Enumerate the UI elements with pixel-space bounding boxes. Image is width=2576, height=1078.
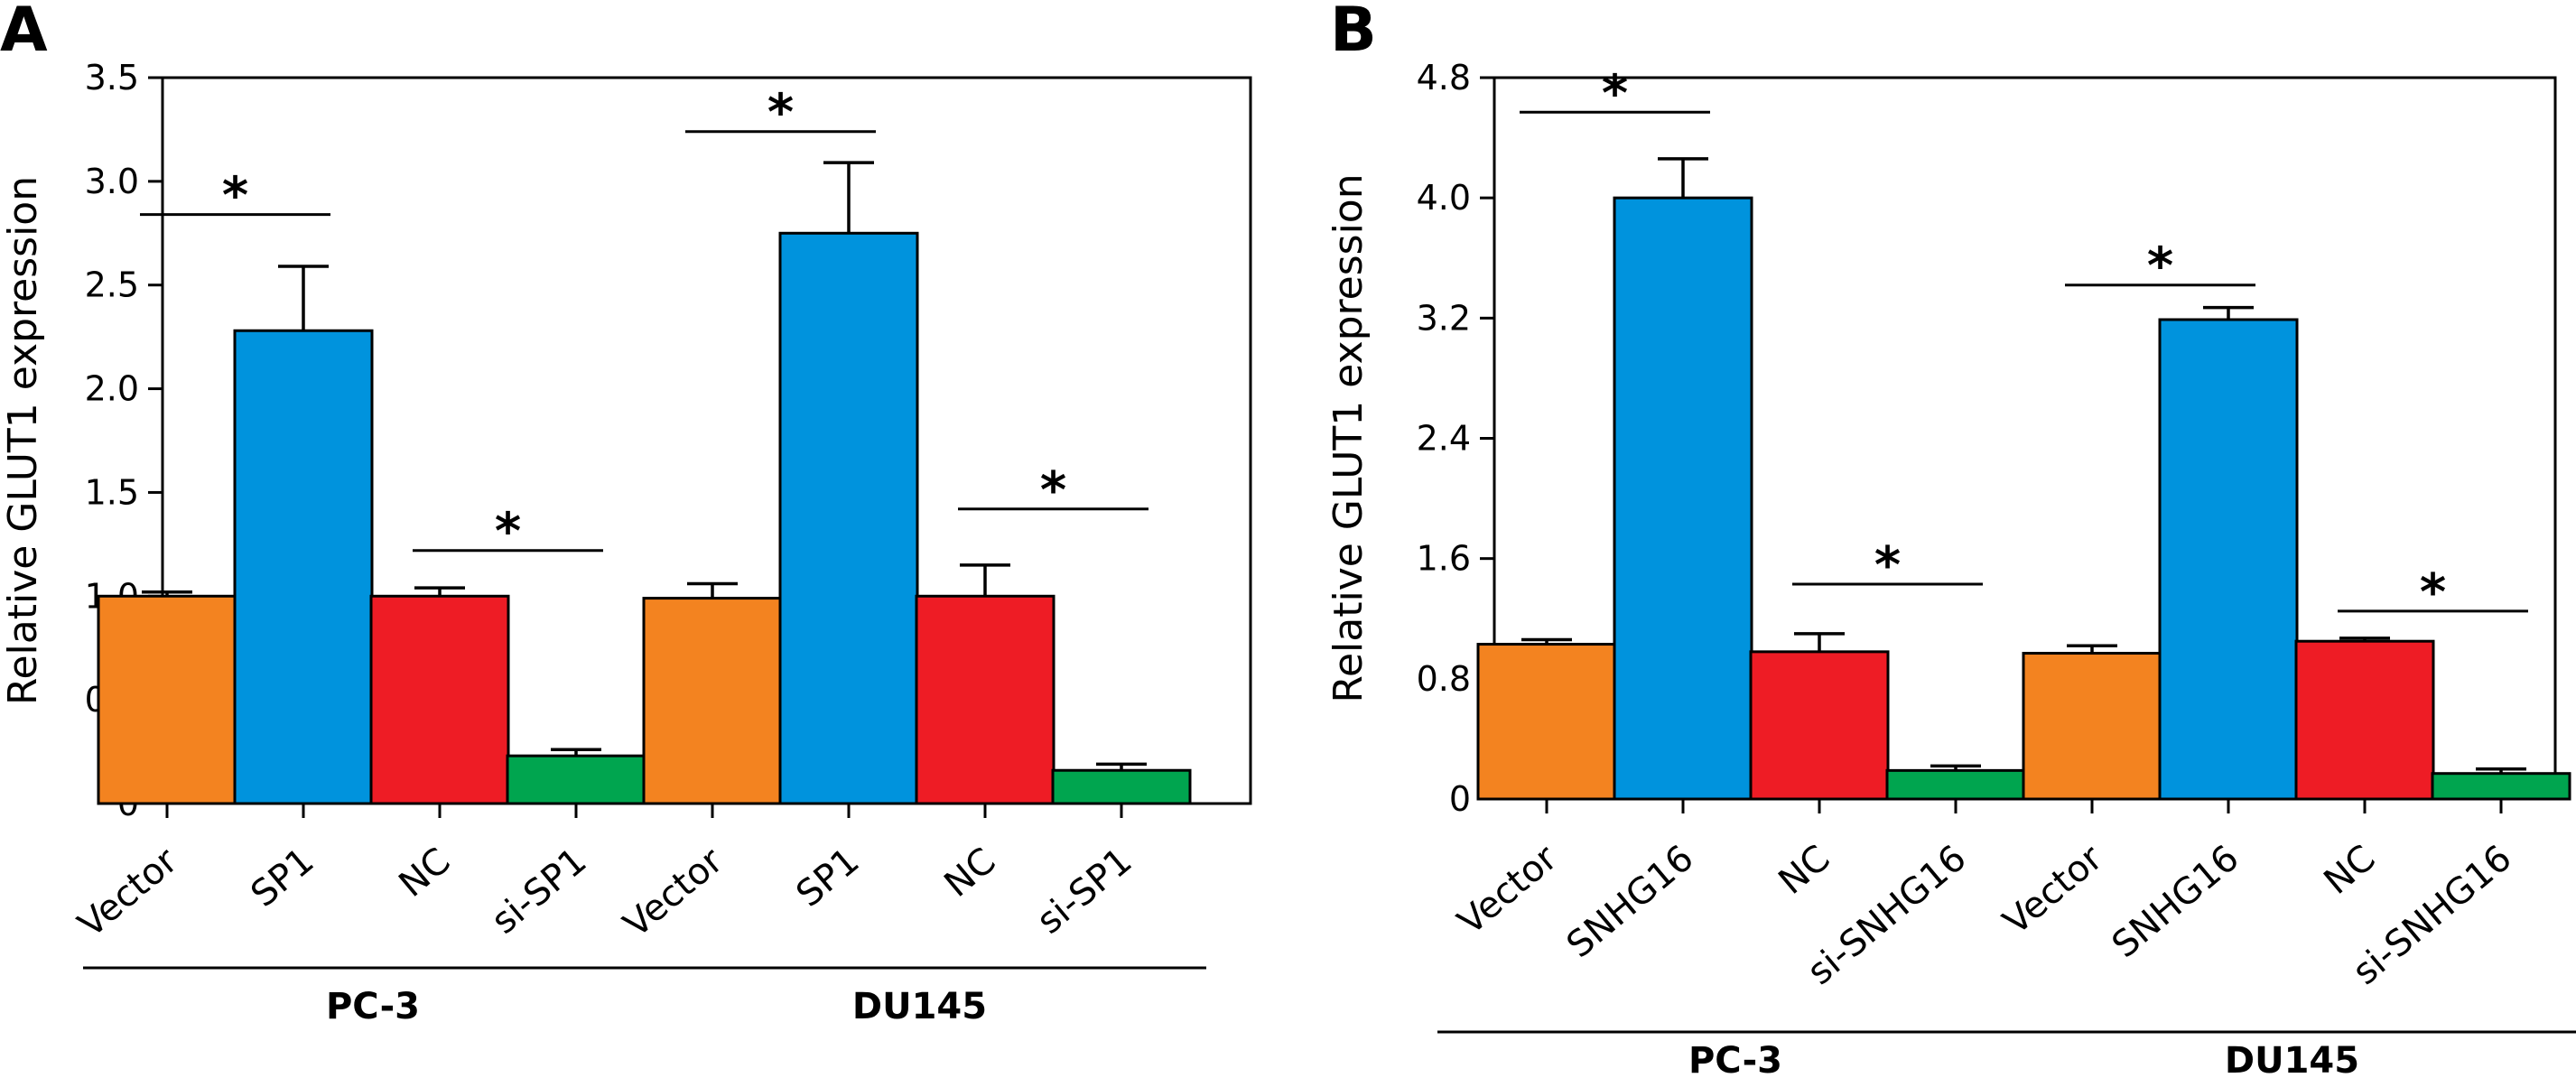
group-label: DU145 bbox=[2225, 1040, 2359, 1078]
significance-star: * bbox=[2420, 563, 2446, 622]
bar bbox=[915, 594, 1056, 805]
bar bbox=[2294, 639, 2435, 801]
bar bbox=[1749, 650, 1890, 801]
category-label: si-SP1 bbox=[1029, 840, 1140, 942]
significance-star: * bbox=[1874, 536, 1901, 595]
bar bbox=[369, 594, 510, 805]
significance-star: * bbox=[2147, 237, 2173, 296]
bar bbox=[1885, 768, 2026, 801]
y-tick-label: 2.4 bbox=[1417, 419, 1471, 459]
y-axis-title: Relative GLUT1 expression bbox=[0, 176, 46, 705]
bar bbox=[1051, 768, 1192, 805]
category-label: SNHG16 bbox=[2105, 837, 2247, 966]
y-tick-label: 3.0 bbox=[85, 162, 139, 201]
significance-star: * bbox=[767, 84, 794, 143]
y-tick-label: 0 bbox=[1449, 779, 1471, 819]
bar bbox=[97, 594, 237, 805]
panel-letter: B bbox=[1330, 0, 1377, 66]
category-label: NC bbox=[937, 840, 1004, 905]
significance-star: * bbox=[1040, 461, 1066, 520]
bar bbox=[1613, 196, 1753, 801]
group-label: DU145 bbox=[852, 986, 987, 1027]
y-tick-label: 2.5 bbox=[85, 265, 139, 305]
y-tick-label: 3.2 bbox=[1417, 298, 1471, 338]
panel-letter: A bbox=[0, 0, 48, 66]
category-label: SP1 bbox=[788, 840, 867, 915]
category-label: SNHG16 bbox=[1559, 837, 1702, 966]
category-label: Vector bbox=[1450, 837, 1566, 943]
significance-star: * bbox=[1602, 64, 1628, 123]
category-label: Vector bbox=[616, 840, 731, 946]
bar bbox=[1476, 643, 1617, 801]
bar bbox=[2431, 772, 2571, 801]
y-tick-label: 4.0 bbox=[1417, 178, 1471, 218]
group-label: PC-3 bbox=[326, 986, 420, 1027]
category-label: Vector bbox=[1995, 837, 2111, 943]
y-tick-label: 1.6 bbox=[1417, 539, 1471, 579]
category-label: si-SP1 bbox=[484, 840, 595, 942]
y-tick-label: 2.0 bbox=[85, 369, 139, 409]
category-label: SP1 bbox=[243, 840, 321, 915]
significance-star: * bbox=[495, 503, 521, 562]
bar bbox=[2158, 318, 2299, 801]
bar bbox=[642, 597, 783, 805]
y-tick-label: 0.8 bbox=[1417, 659, 1471, 699]
category-label: NC bbox=[392, 840, 459, 905]
bar bbox=[233, 329, 374, 805]
group-label: PC-3 bbox=[1688, 1040, 1782, 1078]
bar bbox=[2022, 652, 2162, 801]
category-label: Vector bbox=[70, 840, 186, 946]
y-tick-label: 3.5 bbox=[85, 58, 139, 98]
significance-star: * bbox=[222, 167, 248, 226]
y-tick-label: 4.8 bbox=[1417, 58, 1471, 98]
y-tick-label: 1.5 bbox=[85, 472, 139, 512]
category-label: NC bbox=[1772, 837, 1838, 902]
bar bbox=[506, 754, 646, 805]
panel-b: B Relative GLUT1 expression 0 0.8 1.6 2.4 3.2 4… bbox=[1325, 0, 2576, 1078]
category-label: NC bbox=[2317, 837, 2384, 902]
y-axis-title: Relative GLUT1 expression bbox=[1325, 173, 1372, 702]
bar bbox=[778, 231, 919, 805]
